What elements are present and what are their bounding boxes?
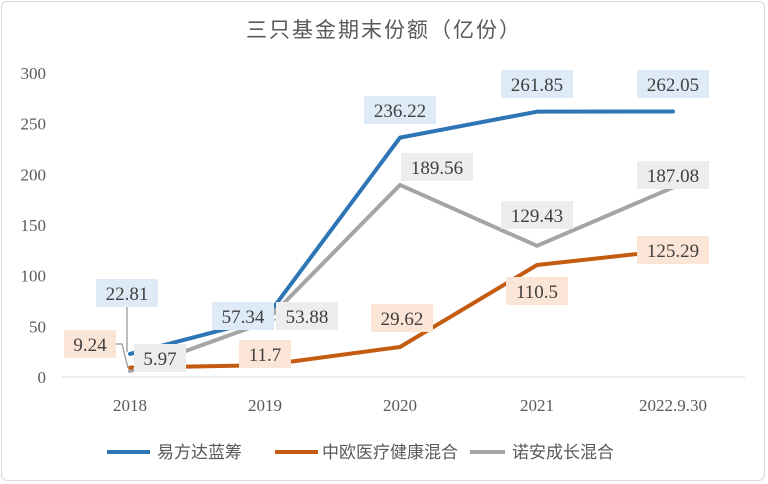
data-label-text: 261.85 (511, 75, 563, 96)
x-tick-label: 2021 (520, 396, 554, 415)
data-label-text: 262.05 (647, 75, 699, 96)
data-label-text: 53.88 (286, 307, 329, 328)
y-tick-label: 50 (29, 317, 46, 336)
data-label: 11.7 (239, 340, 291, 368)
data-label-box (501, 70, 573, 98)
legend-label: 易方达蓝筹 (157, 443, 242, 462)
x-tick-label: 2019 (248, 396, 282, 415)
x-tick-label: 2018 (113, 396, 147, 415)
legend-item-2: 诺安成长混合 (470, 443, 614, 462)
y-tick-label: 250 (21, 115, 47, 134)
data-label-text: 29.62 (381, 309, 424, 330)
data-label-box (364, 96, 436, 124)
data-label-text: 22.81 (106, 284, 149, 305)
data-label-box (212, 302, 274, 330)
x-tick-label: 2022.9.30 (639, 396, 707, 415)
data-label-box (637, 161, 709, 189)
data-label-text: 5.97 (143, 349, 176, 370)
data-label-text: 110.5 (516, 282, 558, 303)
legend-label: 中欧医疗健康混合 (322, 443, 458, 462)
y-tick-label: 300 (21, 64, 47, 83)
data-label-box (134, 344, 186, 372)
data-label-box (401, 153, 473, 181)
data-label-text: 129.43 (511, 206, 563, 227)
legend-item-1: 中欧医疗健康混合 (275, 443, 458, 462)
y-tick-label: 200 (21, 165, 47, 184)
data-label: 189.56 (401, 153, 473, 181)
data-label: 29.62 (371, 304, 433, 332)
data-label-box (637, 70, 709, 98)
data-label-text: 189.56 (411, 158, 463, 179)
data-label-text: 9.24 (73, 335, 107, 356)
data-label: 57.34 (212, 302, 274, 330)
data-label: 236.22 (364, 96, 436, 124)
data-label-box (276, 302, 338, 330)
y-tick-label: 150 (21, 216, 47, 235)
y-tick-label: 0 (38, 368, 47, 387)
data-label-text: 57.34 (222, 307, 265, 328)
data-label: 5.97 (134, 344, 186, 372)
data-label: 129.43 (501, 201, 573, 229)
data-label: 262.05 (637, 70, 709, 98)
data-label-box (501, 201, 573, 229)
legend-label: 诺安成长混合 (512, 443, 614, 462)
chart-title: 三只基金期末份额（亿份） (246, 18, 522, 42)
data-label: 53.88 (276, 302, 338, 330)
legend-item-0: 易方达蓝筹 (107, 443, 242, 462)
data-label-box (96, 279, 158, 307)
data-label: 9.24 (64, 330, 116, 358)
data-label-text: 236.22 (374, 101, 426, 122)
x-tick-label: 2020 (383, 396, 417, 415)
data-label-box (637, 236, 709, 264)
data-label-box (506, 277, 568, 305)
data-label: 187.08 (637, 161, 709, 189)
data-label-text: 11.7 (249, 345, 282, 366)
y-tick-label: 100 (21, 267, 47, 286)
data-label-box (371, 304, 433, 332)
data-label: 125.29 (637, 236, 709, 264)
data-label: 110.5 (506, 277, 568, 305)
data-label-box (64, 330, 116, 358)
data-label: 261.85 (501, 70, 573, 98)
series-line-2 (128, 182, 675, 373)
data-label-box (239, 340, 291, 368)
data-label-text: 187.08 (647, 166, 699, 187)
data-label-text: 125.29 (647, 241, 699, 262)
data-label: 22.81 (96, 279, 158, 307)
